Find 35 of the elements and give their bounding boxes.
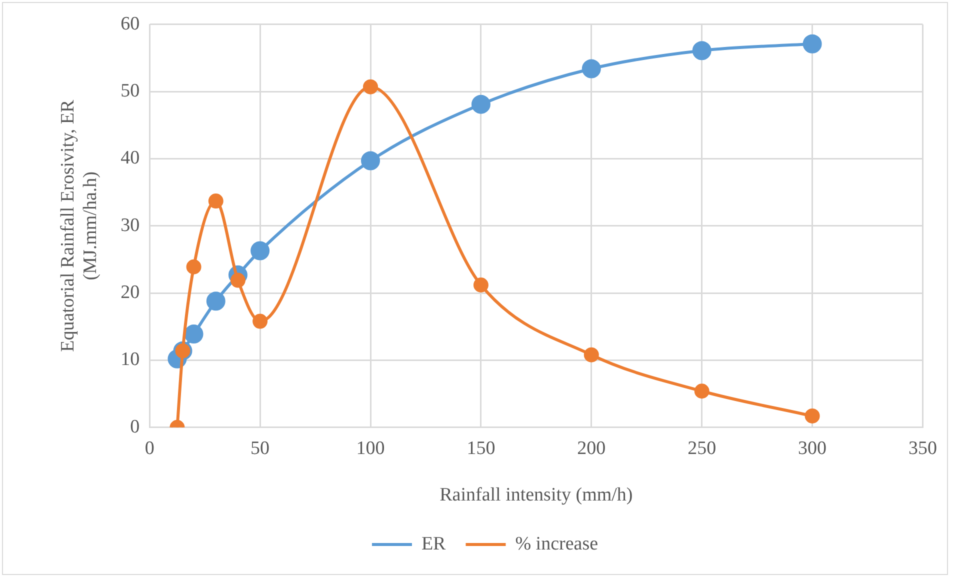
x-tick-label: 350 (908, 438, 937, 459)
point (363, 79, 378, 94)
y-tick-label: 10 (120, 349, 140, 370)
x-tick-label: 0 (144, 438, 154, 459)
point (802, 34, 822, 54)
x-tick-label: 300 (798, 438, 827, 459)
y-tick-label: 20 (120, 282, 140, 304)
x-axis-title: Rainfall intensity (mm/h) (440, 484, 633, 506)
y-tick-label: 0 (130, 416, 140, 438)
point (250, 241, 270, 260)
y-tick-label: 30 (120, 214, 140, 236)
y-axis-title: Equatorial Rainfall Erosivity, ER (MJ.mm/ha.h) (57, 100, 102, 352)
point (582, 59, 601, 78)
x-tick-label: 250 (688, 438, 716, 459)
x-tick-label: 50 (250, 438, 270, 459)
point (184, 324, 204, 344)
point (361, 151, 380, 170)
point (692, 41, 712, 60)
point (208, 194, 224, 209)
point (694, 384, 710, 399)
y-tick-label: 60 (120, 13, 140, 34)
point (471, 94, 490, 114)
y-tick-label: 40 (120, 148, 140, 169)
x-tick-label: 150 (466, 438, 496, 459)
x-tick-label: 200 (577, 438, 606, 459)
point (473, 278, 488, 293)
point (206, 292, 226, 311)
x-tick-label: 100 (356, 438, 385, 459)
y-tick-label: 50 (120, 80, 140, 102)
point (252, 314, 268, 329)
point (584, 347, 599, 362)
legend-label: % increase (515, 533, 598, 554)
point (804, 408, 820, 424)
legend-label: ER (421, 533, 446, 554)
point (186, 259, 202, 274)
